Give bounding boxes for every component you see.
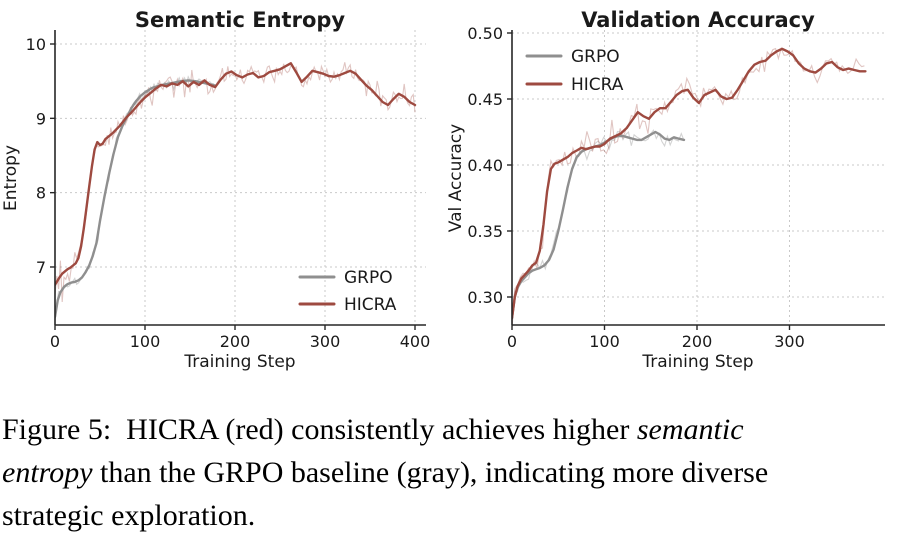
x-tick-label: 200 — [220, 332, 251, 351]
caption-line: entropy than the GRPO baseline (gray), i… — [2, 451, 906, 494]
y-tick-label: 0.35 — [467, 222, 503, 241]
y-tick-label: 0.50 — [467, 24, 503, 43]
y-tick-label: 8 — [36, 184, 46, 203]
y-tick-label: 0.40 — [467, 156, 503, 175]
validation-accuracy-xlabel: Training Step — [641, 352, 753, 372]
validation-accuracy-title: Validation Accuracy — [581, 8, 815, 32]
legend-label-grpo: GRPO — [344, 268, 393, 288]
x-tick-label: 100 — [589, 332, 620, 351]
x-tick-label: 400 — [400, 332, 431, 351]
caption-line: Figure 5: HICRA (red) consistently achie… — [2, 408, 906, 451]
y-tick-label: 10 — [26, 35, 46, 54]
legend-label-hicra: HICRA — [344, 295, 397, 315]
y-tick-label: 0.30 — [467, 288, 503, 307]
caption-line: strategic exploration. — [2, 494, 906, 537]
semantic-entropy-title: Semantic Entropy — [135, 8, 346, 32]
x-tick-label: 300 — [310, 332, 341, 351]
validation-accuracy-grpo-line — [512, 130, 686, 320]
x-tick-label: 0 — [507, 332, 517, 351]
x-tick-label: 300 — [774, 332, 805, 351]
charts-canvas: 0 100 200 300 400 7 8 9 10 Semantic Entropy Traini… — [1, 8, 885, 372]
semantic-entropy-xlabel: Training Step — [183, 352, 295, 372]
x-tick-label: 200 — [682, 332, 713, 351]
validation-accuracy-ylabel: Val Accuracy — [446, 124, 466, 232]
validation-accuracy-grpo-raw-line — [512, 129, 685, 315]
figure-caption: Figure 5: HICRA (red) consistently achie… — [2, 408, 906, 537]
y-tick-label: 0.45 — [467, 90, 503, 109]
y-tick-label: 9 — [36, 109, 46, 128]
caption-italic-segment: entropy — [2, 456, 93, 489]
caption-italic-segment: semantic — [636, 413, 744, 446]
semantic-entropy-grpo-line — [55, 79, 217, 318]
caption-segment: Figure 5: HICRA (red) consistently achie… — [2, 413, 637, 446]
legend-label-hicra: HICRA — [571, 75, 624, 95]
caption-segment: than the GRPO baseline (gray), indicatin… — [92, 456, 769, 489]
validation-accuracy-hicra-line — [512, 47, 867, 320]
y-tick-label: 7 — [36, 258, 46, 277]
semantic-entropy-hicra-line — [55, 62, 417, 286]
semantic-entropy-ylabel: Entropy — [1, 145, 21, 211]
caption-segment: strategic exploration. — [2, 499, 256, 532]
x-tick-label: 100 — [130, 332, 161, 351]
legend-label-grpo: GRPO — [571, 47, 620, 67]
x-tick-label: 0 — [50, 332, 60, 351]
